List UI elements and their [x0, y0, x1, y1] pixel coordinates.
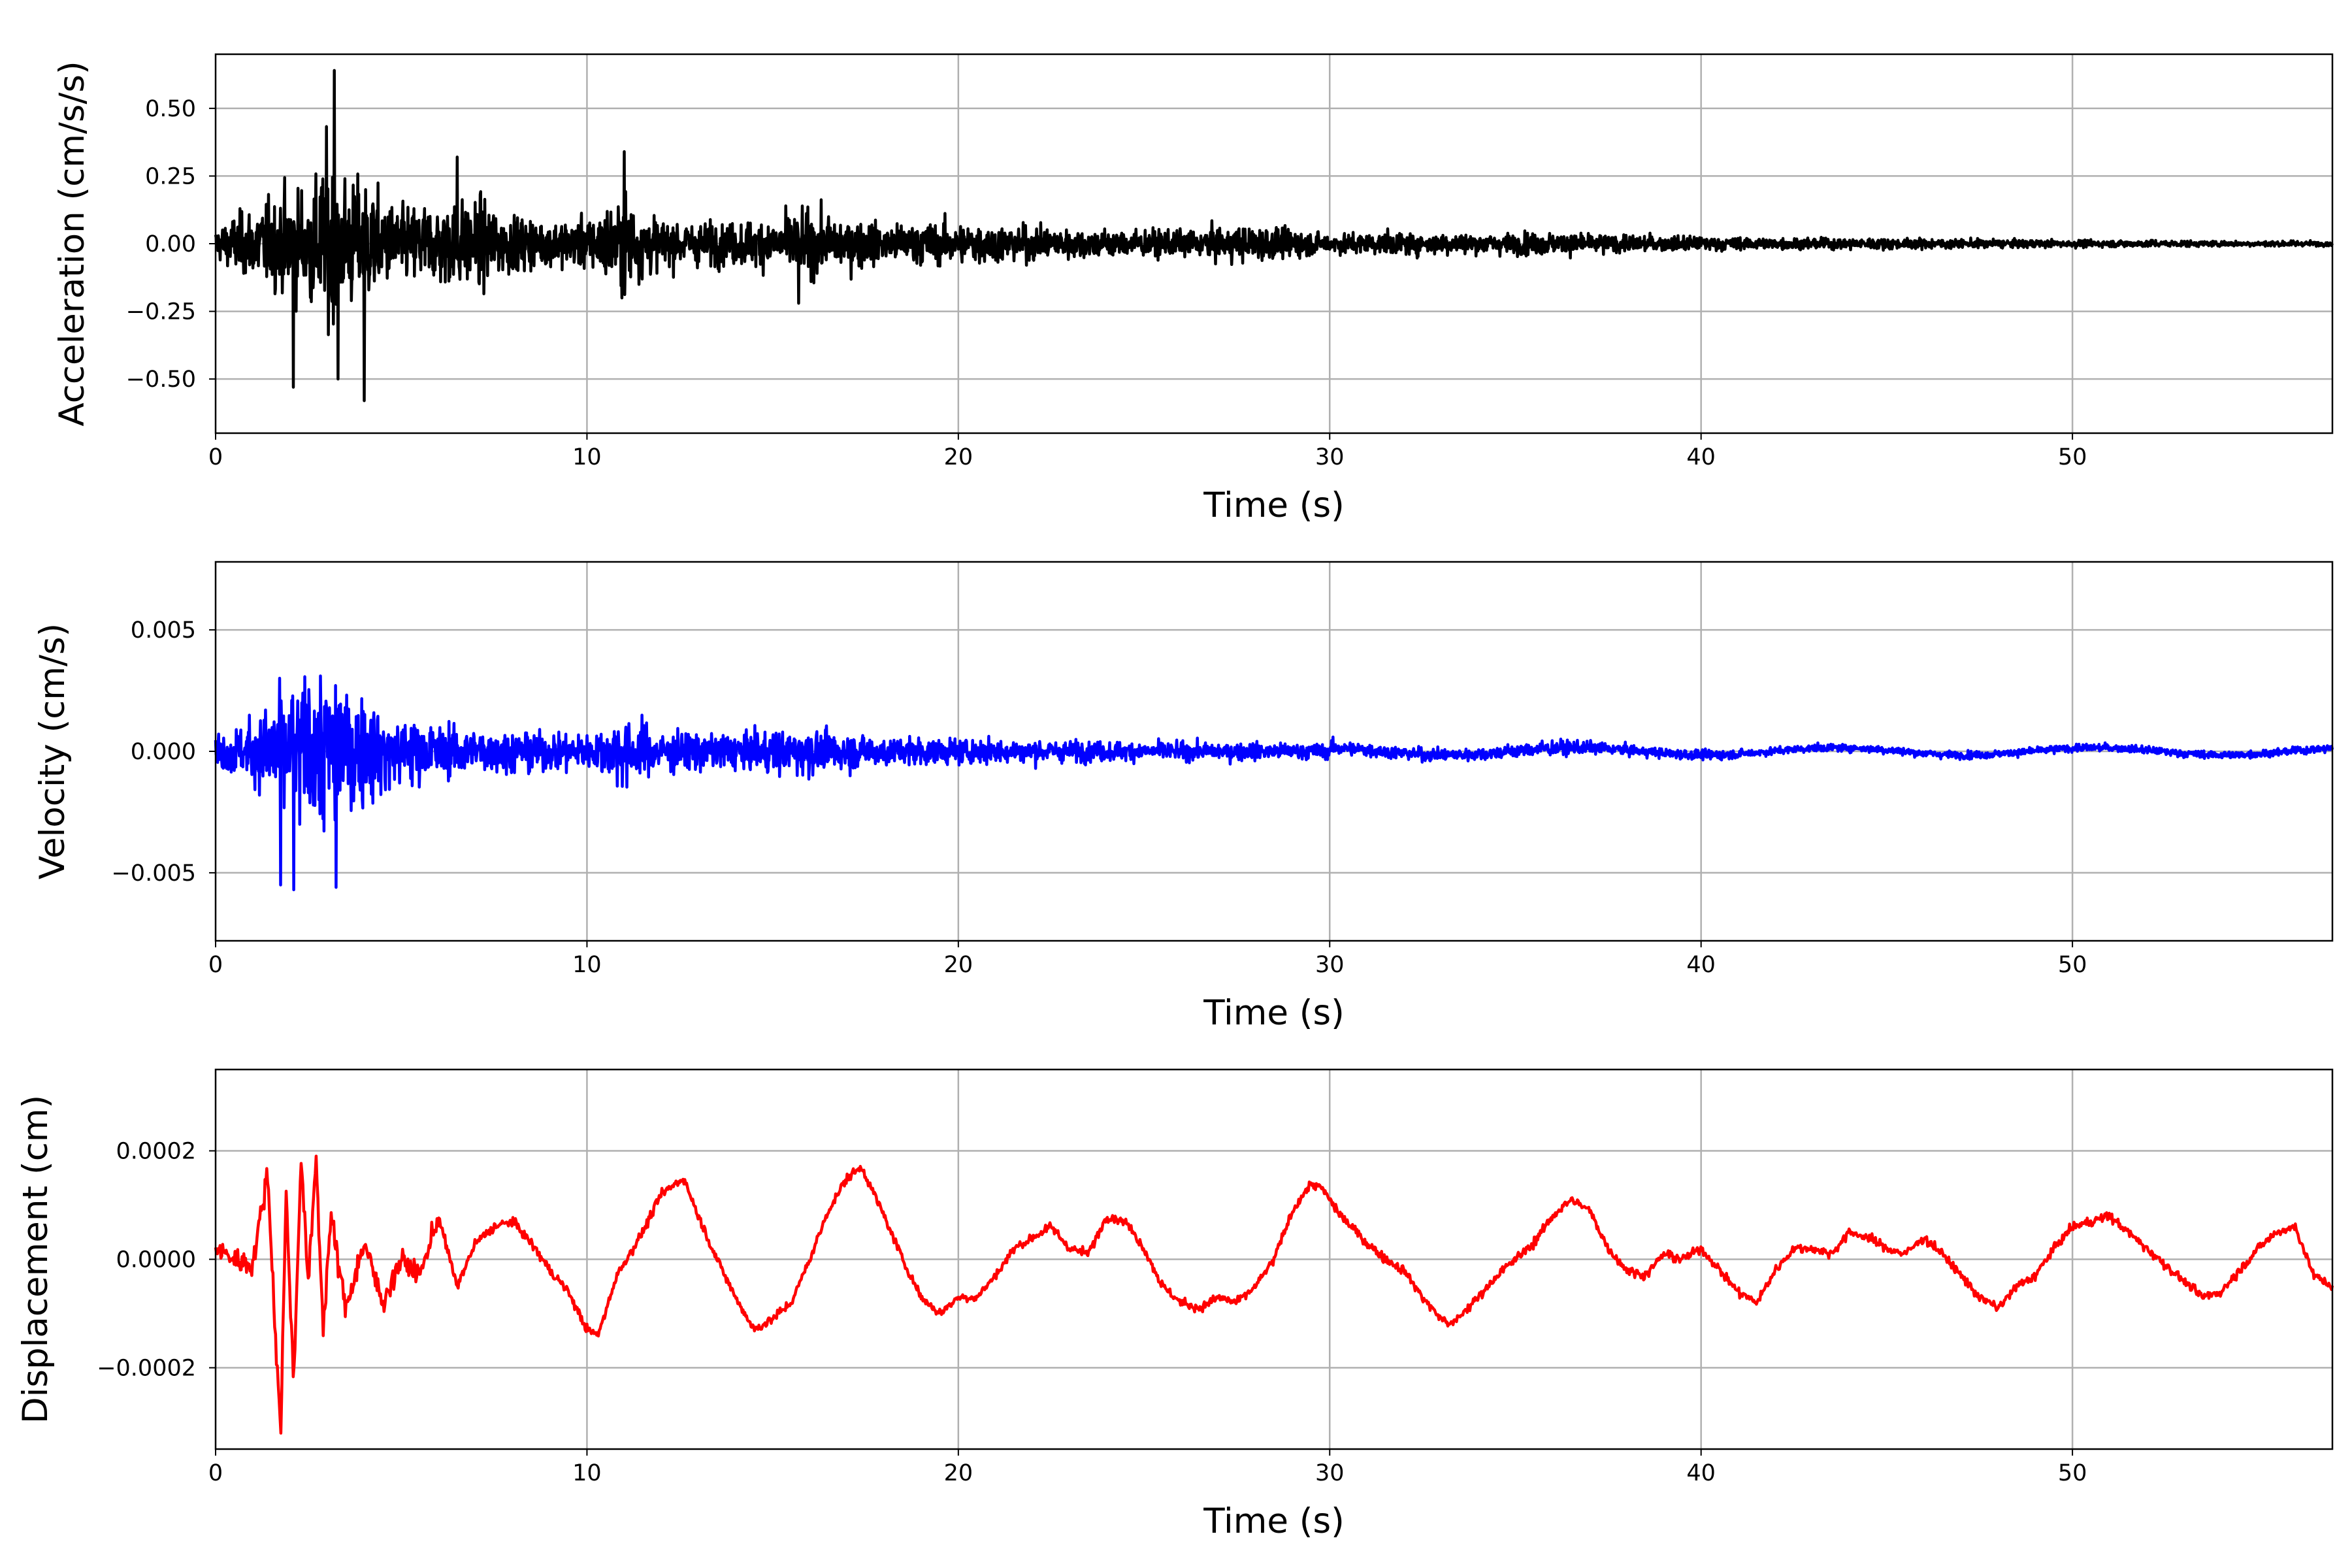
velocity-x-axis-label: Time (s) [1203, 993, 1345, 1033]
acceleration-y-axis-label: Acceleration (cm/s/s) [52, 61, 92, 426]
velocity-y-tick-label: −0.005 [111, 860, 196, 887]
velocity-y-axis-label: Velocity (cm/s) [33, 623, 73, 879]
velocity-y-ticks: −0.005 0.000 0.005 [111, 617, 216, 887]
acceleration-x-tick-label: 10 [572, 444, 602, 470]
displacement-y-tick-label: 0.0000 [116, 1247, 196, 1273]
displacement-x-tick-label: 10 [572, 1460, 602, 1486]
velocity-panel: 0 10 20 30 40 50 −0.005 0.000 0.005 Time (s) Ve… [33, 561, 2334, 1033]
acceleration-x-tick-label: 0 [208, 444, 223, 470]
acceleration-panel: 0 10 20 30 40 50 −0.50 −0.25 0.00 0.25 0.50 Time … [52, 53, 2334, 525]
displacement-y-ticks: −0.0002 0.0000 0.0002 [97, 1139, 216, 1382]
acceleration-y-tick-label: 0.00 [145, 231, 196, 257]
displacement-x-tick-label: 0 [208, 1460, 223, 1486]
velocity-x-tick-label: 40 [1686, 952, 1716, 978]
displacement-y-tick-label: 0.0002 [116, 1139, 196, 1165]
velocity-x-tick-label: 30 [1315, 952, 1345, 978]
displacement-trace [214, 1154, 2334, 1435]
acceleration-y-ticks: −0.50 −0.25 0.00 0.25 0.50 [126, 96, 216, 393]
velocity-x-tick-label: 20 [944, 952, 973, 978]
displacement-x-tick-label: 30 [1315, 1460, 1345, 1486]
displacement-x-tick-label: 20 [944, 1460, 973, 1486]
acceleration-y-tick-label: −0.50 [126, 367, 196, 393]
displacement-x-ticks: 0 10 20 30 40 50 [208, 1449, 2087, 1486]
velocity-x-tick-label: 50 [2058, 952, 2087, 978]
acceleration-x-ticks: 0 10 20 30 40 50 [208, 433, 2087, 470]
acceleration-trace [214, 69, 2334, 402]
velocity-x-tick-label: 0 [208, 952, 223, 978]
displacement-y-tick-label: −0.0002 [97, 1356, 196, 1382]
velocity-trace [214, 674, 2334, 892]
displacement-x-axis-label: Time (s) [1203, 1501, 1345, 1541]
velocity-y-tick-label: 0.000 [131, 739, 196, 765]
acceleration-x-axis-label: Time (s) [1203, 485, 1345, 525]
velocity-x-ticks: 0 10 20 30 40 50 [208, 941, 2087, 978]
acceleration-x-tick-label: 40 [1686, 444, 1716, 470]
acceleration-y-tick-label: 0.25 [145, 163, 196, 189]
acceleration-y-tick-label: 0.50 [145, 96, 196, 122]
acceleration-x-tick-label: 50 [2058, 444, 2087, 470]
displacement-y-axis-label: Displacement (cm) [16, 1095, 56, 1424]
acceleration-x-tick-label: 30 [1315, 444, 1345, 470]
displacement-x-tick-label: 40 [1686, 1460, 1716, 1486]
velocity-y-tick-label: 0.005 [131, 617, 196, 644]
acceleration-x-tick-label: 20 [944, 444, 973, 470]
acceleration-y-tick-label: −0.25 [126, 299, 196, 325]
velocity-x-tick-label: 10 [572, 952, 602, 978]
displacement-x-tick-label: 50 [2058, 1460, 2087, 1486]
displacement-panel: 0 10 20 30 40 50 −0.0002 0.0000 0.0002 Time (s)… [16, 1068, 2334, 1541]
